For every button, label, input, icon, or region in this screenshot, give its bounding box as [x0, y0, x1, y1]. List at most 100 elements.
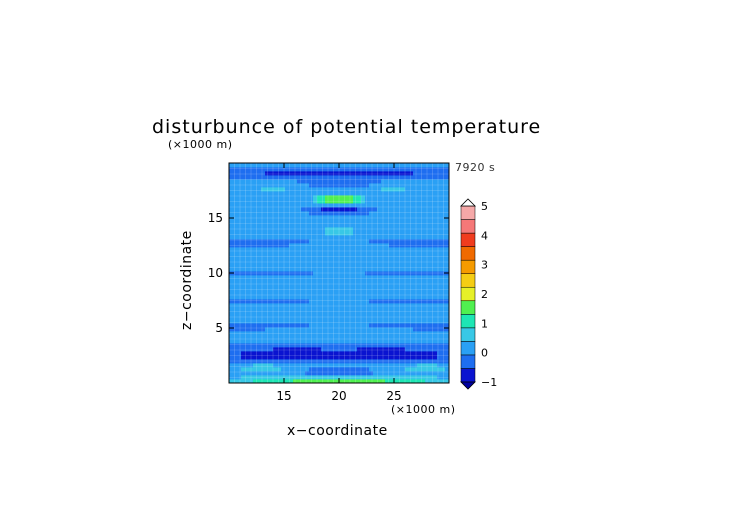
contour-cell: [401, 239, 406, 244]
contour-cell: [317, 291, 322, 296]
contour-cell: [429, 375, 434, 380]
contour-cell: [369, 367, 374, 372]
contour-cell: [309, 271, 314, 276]
contour-cell: [277, 339, 282, 344]
contour-cell: [401, 255, 406, 260]
contour-cell: [281, 323, 286, 328]
contour-cell: [409, 367, 414, 372]
contour-cell: [357, 175, 362, 180]
contour-cell: [277, 199, 282, 204]
contour-cell: [325, 167, 330, 172]
contour-cell: [429, 255, 434, 260]
contour-cell: [305, 323, 310, 328]
contour-cell: [277, 307, 282, 312]
contour-cell: [389, 255, 394, 260]
contour-cell: [313, 291, 318, 296]
contour-cell: [377, 175, 382, 180]
x-tick-label: 25: [386, 389, 401, 403]
contour-cell: [377, 195, 382, 200]
contour-cell: [421, 171, 426, 176]
contour-cell: [445, 331, 450, 336]
contour-cell: [301, 179, 306, 184]
contour-cell: [301, 367, 306, 372]
contour-cell: [273, 295, 278, 300]
contour-cell: [285, 379, 290, 384]
contour-cell: [289, 187, 294, 192]
contour-cell: [325, 195, 330, 200]
contour-cell: [413, 311, 418, 316]
contour-cell: [317, 295, 322, 300]
contour-cell: [297, 359, 302, 364]
contour-cell: [365, 207, 370, 212]
contour-cell: [289, 303, 294, 308]
contour-cell: [325, 343, 330, 348]
contour-cell: [373, 187, 378, 192]
contour-cell: [349, 355, 354, 360]
contour-cell: [281, 275, 286, 280]
contour-cell: [297, 207, 302, 212]
contour-cell: [429, 215, 434, 220]
contour-cell: [317, 187, 322, 192]
contour-cell: [261, 243, 266, 248]
contour-cell: [401, 227, 406, 232]
contour-cell: [365, 243, 370, 248]
contour-cell: [441, 347, 446, 352]
contour-cell: [429, 203, 434, 208]
contour-cell: [333, 331, 338, 336]
contour-cell: [249, 179, 254, 184]
contour-cell: [301, 343, 306, 348]
contour-cell: [293, 335, 298, 340]
contour-cell: [377, 247, 382, 252]
contour-cell: [325, 259, 330, 264]
contour-cell: [413, 375, 418, 380]
contour-cell: [417, 219, 422, 224]
contour-cell: [289, 375, 294, 380]
contour-cell: [385, 203, 390, 208]
contour-cell: [341, 183, 346, 188]
contour-cell: [393, 191, 398, 196]
contour-cell: [297, 227, 302, 232]
contour-cell: [245, 219, 250, 224]
contour-cell: [329, 203, 334, 208]
contour-cell: [253, 207, 258, 212]
contour-cell: [361, 327, 366, 332]
contour-cell: [445, 191, 450, 196]
contour-cell: [341, 163, 346, 168]
contour-cell: [409, 235, 414, 240]
contour-cell: [413, 239, 418, 244]
contour-cell: [281, 335, 286, 340]
contour-cell: [277, 259, 282, 264]
contour-cell: [365, 279, 370, 284]
contour-cell: [409, 199, 414, 204]
contour-cell: [433, 303, 438, 308]
contour-cell: [397, 339, 402, 344]
contour-cell: [381, 207, 386, 212]
contour-cell: [281, 243, 286, 248]
contour-cell: [393, 371, 398, 376]
contour-cell: [289, 235, 294, 240]
contour-cell: [349, 315, 354, 320]
contour-cell: [237, 267, 242, 272]
contour-cell: [253, 247, 258, 252]
contour-cell: [265, 215, 270, 220]
contour-cell: [265, 231, 270, 236]
contour-cell: [385, 179, 390, 184]
contour-cell: [301, 299, 306, 304]
contour-cell: [241, 283, 246, 288]
contour-cell: [405, 327, 410, 332]
contour-cell: [409, 203, 414, 208]
contour-cell: [277, 319, 282, 324]
contour-cell: [421, 335, 426, 340]
contour-cell: [389, 375, 394, 380]
contour-cell: [249, 375, 254, 380]
contour-cell: [325, 171, 330, 176]
contour-cell: [321, 251, 326, 256]
contour-cell: [261, 271, 266, 276]
contour-cell: [345, 251, 350, 256]
contour-cell: [345, 179, 350, 184]
contour-cell: [441, 331, 446, 336]
contour-cell: [329, 355, 334, 360]
contour-cell: [297, 171, 302, 176]
contour-cell: [365, 247, 370, 252]
